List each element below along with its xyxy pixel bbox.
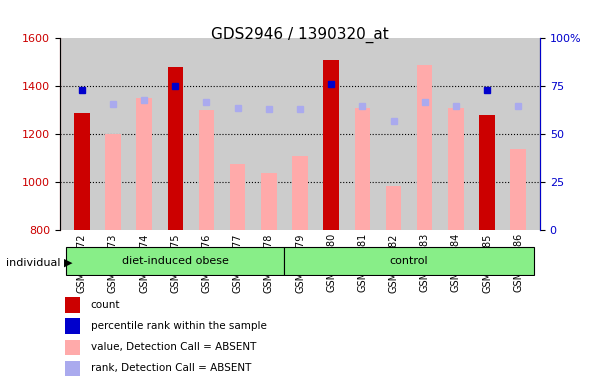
FancyBboxPatch shape [66, 247, 284, 275]
FancyBboxPatch shape [284, 247, 534, 275]
Text: control: control [390, 256, 428, 266]
Bar [261, 173, 277, 230]
Bar [65, 318, 80, 334]
Bar [417, 65, 433, 230]
Bar [199, 111, 214, 230]
Bar [65, 361, 80, 376]
Text: individual ▶: individual ▶ [6, 258, 73, 268]
Bar [65, 297, 80, 313]
Bar [105, 134, 121, 230]
Bar [511, 149, 526, 230]
Text: count: count [91, 300, 120, 310]
Bar [448, 108, 464, 230]
Bar [292, 156, 308, 230]
Bar [74, 113, 89, 230]
Text: GDS2946 / 1390320_at: GDS2946 / 1390320_at [211, 27, 389, 43]
Bar [230, 164, 245, 230]
Bar [323, 60, 339, 230]
Text: percentile rank within the sample: percentile rank within the sample [91, 321, 266, 331]
Text: value, Detection Call = ABSENT: value, Detection Call = ABSENT [91, 342, 256, 352]
Bar [136, 98, 152, 230]
Text: rank, Detection Call = ABSENT: rank, Detection Call = ABSENT [91, 363, 251, 373]
Bar [65, 339, 80, 355]
Bar [355, 108, 370, 230]
Bar [386, 186, 401, 230]
Text: diet-induced obese: diet-induced obese [122, 256, 229, 266]
Bar [479, 115, 495, 230]
Bar [167, 67, 183, 230]
